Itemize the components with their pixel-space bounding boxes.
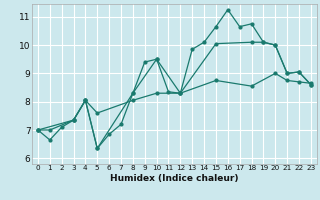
X-axis label: Humidex (Indice chaleur): Humidex (Indice chaleur) (110, 174, 239, 183)
